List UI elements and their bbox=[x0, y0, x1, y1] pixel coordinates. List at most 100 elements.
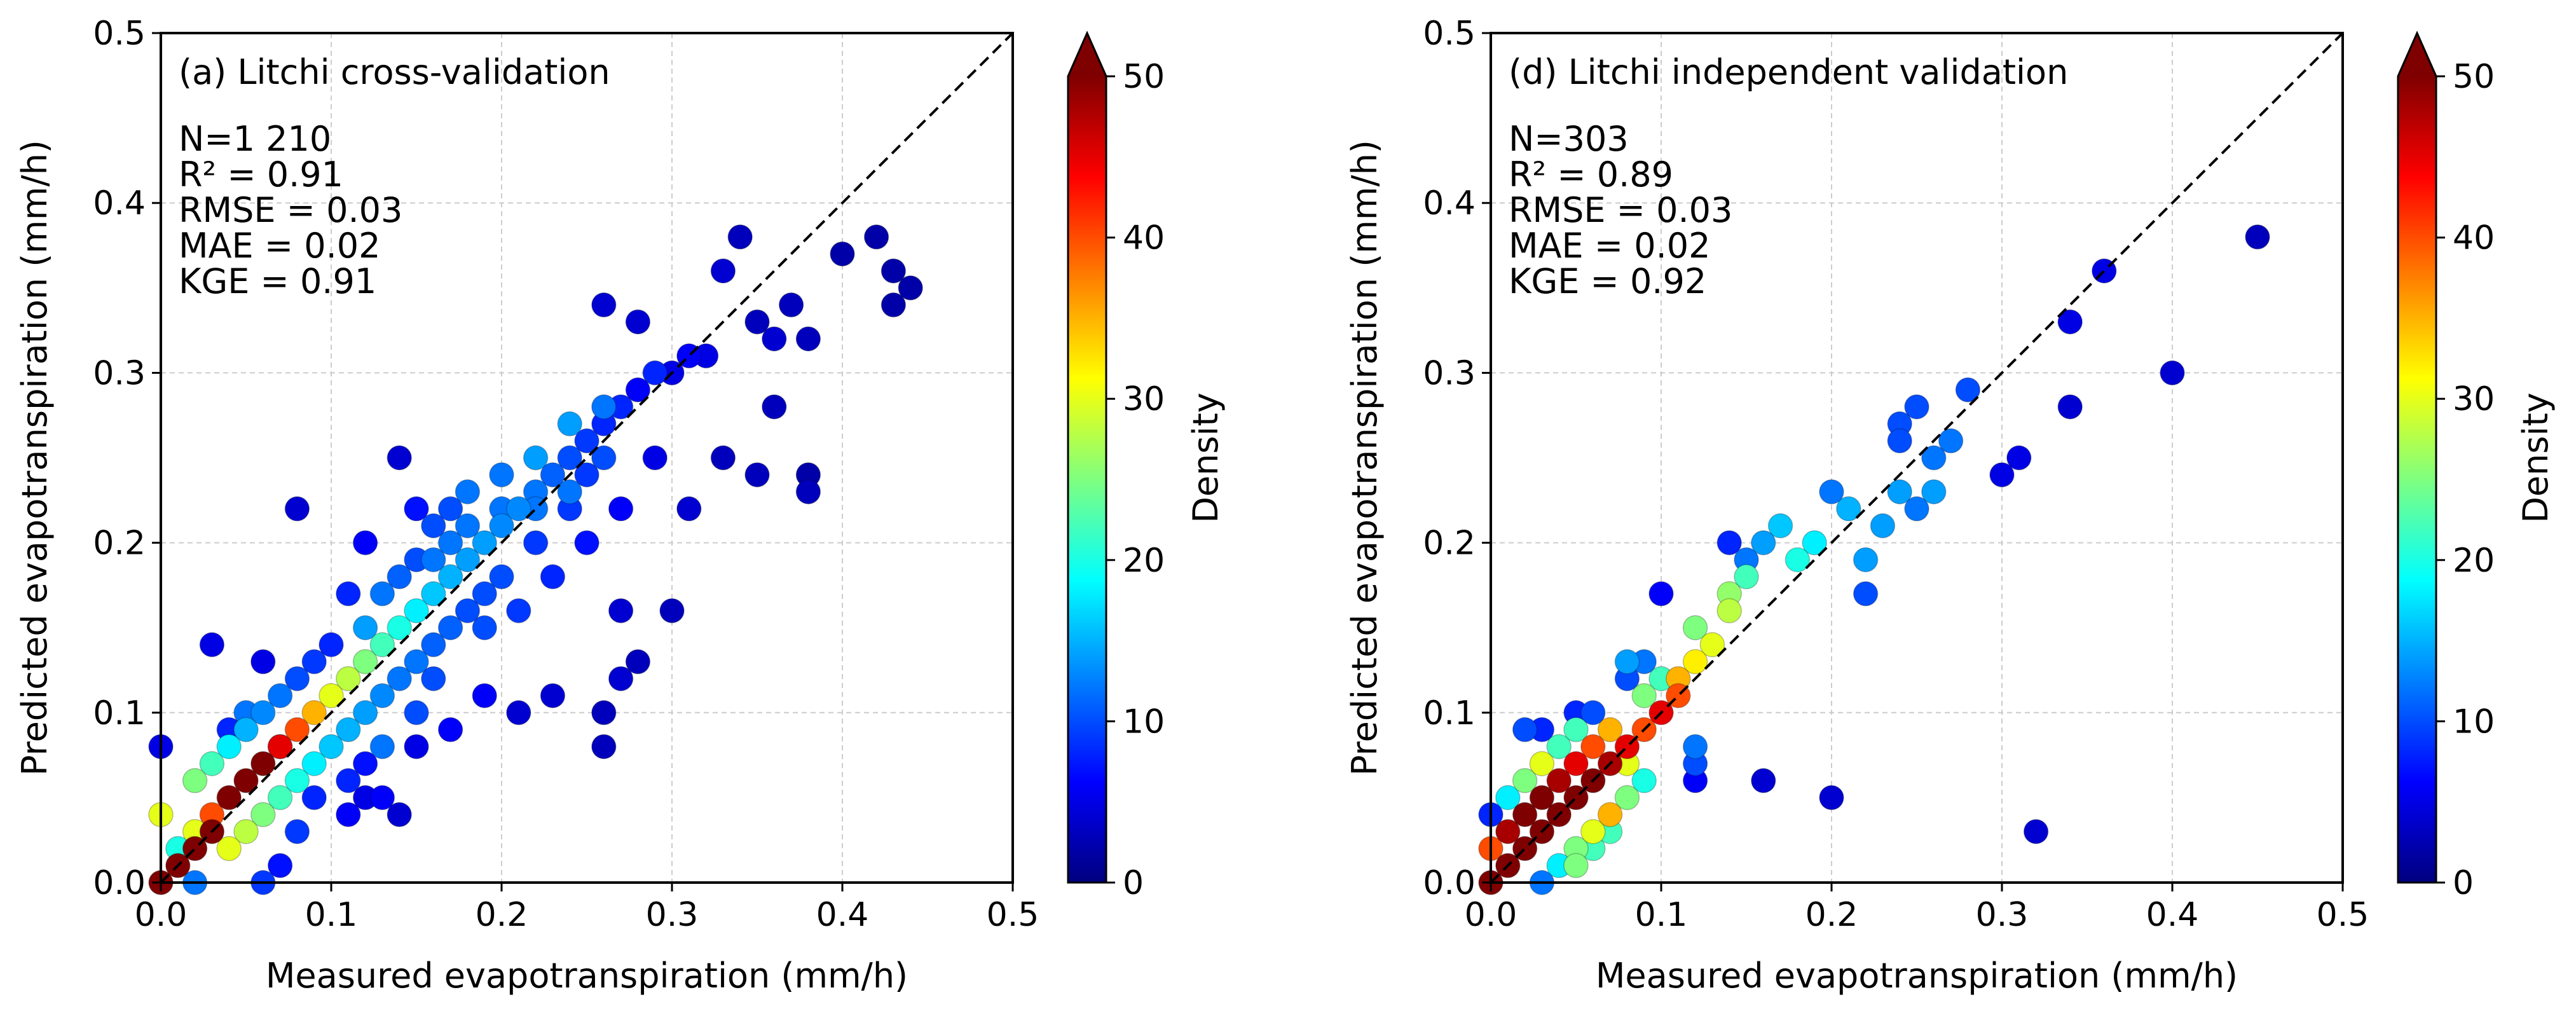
panel-d-colorbar-outline bbox=[2397, 31, 2437, 884]
panel-d-point bbox=[1751, 530, 1776, 556]
panel-d-point bbox=[2006, 445, 2032, 471]
panel-a-point bbox=[591, 394, 617, 420]
panel-a-point bbox=[233, 819, 259, 844]
panel-d-y-tick-label: 0.0 bbox=[1423, 864, 1476, 902]
panel-a-point bbox=[267, 853, 293, 879]
panel-a-point bbox=[319, 683, 344, 708]
panel-a-point bbox=[319, 734, 344, 759]
panel-a-y-axis-label: Predicted evapotranspiration (mm/h) bbox=[15, 140, 55, 776]
panel-a-point bbox=[863, 224, 889, 250]
panel-d-point bbox=[1716, 598, 1742, 624]
panel-d-point bbox=[1597, 802, 1623, 827]
panel-d-x-tick-label: 0.1 bbox=[1635, 896, 1688, 934]
panel-d-point bbox=[1563, 751, 1589, 776]
panel-d-point bbox=[1989, 462, 2015, 488]
panel-d-colorbar-tick-label: 0 bbox=[2453, 864, 2474, 902]
panel-d-colorbar-label: Density bbox=[2516, 392, 2556, 523]
panel-d-y-tick-label: 0.3 bbox=[1423, 354, 1476, 392]
panel-a-point bbox=[199, 632, 225, 657]
panel-a-x-tick-label: 0.2 bbox=[476, 896, 528, 934]
panel-a-stat-mae: MAE = 0.02 bbox=[179, 226, 380, 266]
panel-a-x-tick-label: 0.1 bbox=[305, 896, 358, 934]
panel-d-y-tick-label: 0.4 bbox=[1423, 184, 1476, 223]
panel-a-point bbox=[404, 496, 429, 521]
panel-a-point bbox=[659, 598, 685, 624]
panel-d-point bbox=[1836, 496, 1861, 521]
panel-a-point bbox=[336, 767, 361, 794]
panel-a-point bbox=[455, 598, 481, 624]
panel-d-title: (d) Litchi independent validation bbox=[1509, 52, 2068, 92]
panel-a-point bbox=[387, 445, 412, 471]
panel-d-point bbox=[1955, 377, 1981, 402]
panel-a-x-tick-label: 0.5 bbox=[987, 896, 1039, 934]
panel-a-point bbox=[557, 411, 582, 437]
panel-a-axes-frame bbox=[160, 32, 1014, 884]
panel-a-colorbar-tick-label: 10 bbox=[1123, 703, 1165, 741]
panel-a-point bbox=[642, 360, 668, 386]
panel-d-stat-kge: KGE = 0.92 bbox=[1509, 261, 1706, 301]
panel-d-point bbox=[1921, 445, 1947, 471]
panel-d-point bbox=[1580, 819, 1606, 844]
panel-a-point bbox=[369, 683, 395, 708]
panel-a-colorbar-tick-label: 0 bbox=[1123, 864, 1144, 902]
panel-a-point bbox=[880, 292, 907, 318]
panel-a-point bbox=[404, 649, 429, 675]
panel-a-point bbox=[898, 275, 923, 301]
panel-a-point bbox=[404, 734, 429, 759]
panel-d-point bbox=[1529, 751, 1555, 776]
panel-a-point bbox=[336, 802, 361, 827]
panel-a-point bbox=[455, 513, 481, 539]
panel-a-y-tick-label: 0.0 bbox=[93, 864, 146, 902]
panel-a-y-tick-label: 0.3 bbox=[93, 354, 146, 392]
panel-d-point bbox=[2245, 224, 2270, 250]
panel-d-x-tick-label: 0.0 bbox=[1465, 896, 1518, 934]
panel-d-colorbar-tick-label: 10 bbox=[2453, 703, 2495, 741]
panel-d-point bbox=[1887, 479, 1912, 505]
panel-a-x-tick-label: 0.0 bbox=[135, 896, 188, 934]
panel-a-point bbox=[762, 326, 787, 352]
panel-d-colorbar-tick-label: 40 bbox=[2453, 219, 2495, 258]
panel-a-point bbox=[336, 717, 361, 743]
panel-a-point bbox=[574, 530, 599, 556]
panel-d-identity-line bbox=[1490, 32, 2344, 884]
panel-a-point bbox=[762, 394, 787, 420]
panel-a-point bbox=[267, 785, 293, 811]
panel-a-point bbox=[233, 717, 259, 743]
panel-d-y-tick-label: 0.1 bbox=[1423, 694, 1476, 732]
panel-d-point bbox=[1921, 479, 1947, 505]
panel-a-y-tick-label: 0.2 bbox=[93, 525, 146, 563]
panel-a-point bbox=[250, 700, 276, 726]
panel-a-colorbar-tick-label: 20 bbox=[1123, 542, 1165, 580]
panel-d-point bbox=[1614, 649, 1640, 675]
panel-a-point bbox=[421, 513, 446, 539]
panel-a-point bbox=[336, 666, 361, 692]
panel-a-cross-validation: 0.0 0.1 0.2 0.3 0.4 0.5 0.0 0.1 0.2 0.3 0.4 0.5 (a)… bbox=[15, 15, 1226, 996]
panel-d-point bbox=[1563, 853, 1589, 879]
panel-a-point bbox=[574, 462, 599, 488]
panel-a-point bbox=[352, 649, 378, 675]
panel-a-point bbox=[625, 309, 651, 334]
panel-a-point bbox=[284, 767, 310, 794]
panel-a-colorbar: 0 10 20 30 40 50 bbox=[1067, 31, 1165, 902]
panel-a-point bbox=[710, 258, 736, 284]
panel-a-point bbox=[437, 717, 463, 743]
panel-a-point bbox=[301, 700, 327, 726]
panel-a-x-axis-label: Measured evapotranspiration (mm/h) bbox=[266, 956, 908, 996]
panel-a-point bbox=[455, 547, 481, 573]
panel-d-y-tick-label: 0.2 bbox=[1423, 525, 1476, 563]
panel-a-point bbox=[506, 598, 531, 624]
panel-a-point bbox=[591, 700, 617, 726]
panel-a-point bbox=[523, 445, 549, 471]
panel-d-colorbar-extend-arrow bbox=[2398, 33, 2436, 76]
panel-d-colorbar-gradient bbox=[2398, 76, 2436, 883]
panel-d-point bbox=[1682, 615, 1708, 640]
panel-a-point bbox=[369, 785, 395, 811]
panel-d-point bbox=[1546, 767, 1572, 794]
panel-a-point bbox=[301, 751, 327, 776]
panel-a-point bbox=[506, 496, 531, 521]
panel-d-point bbox=[1546, 734, 1572, 759]
panel-d-point bbox=[1495, 819, 1521, 844]
panel-a-point bbox=[352, 751, 378, 776]
panel-a-colorbar-tick-label: 40 bbox=[1123, 219, 1165, 258]
